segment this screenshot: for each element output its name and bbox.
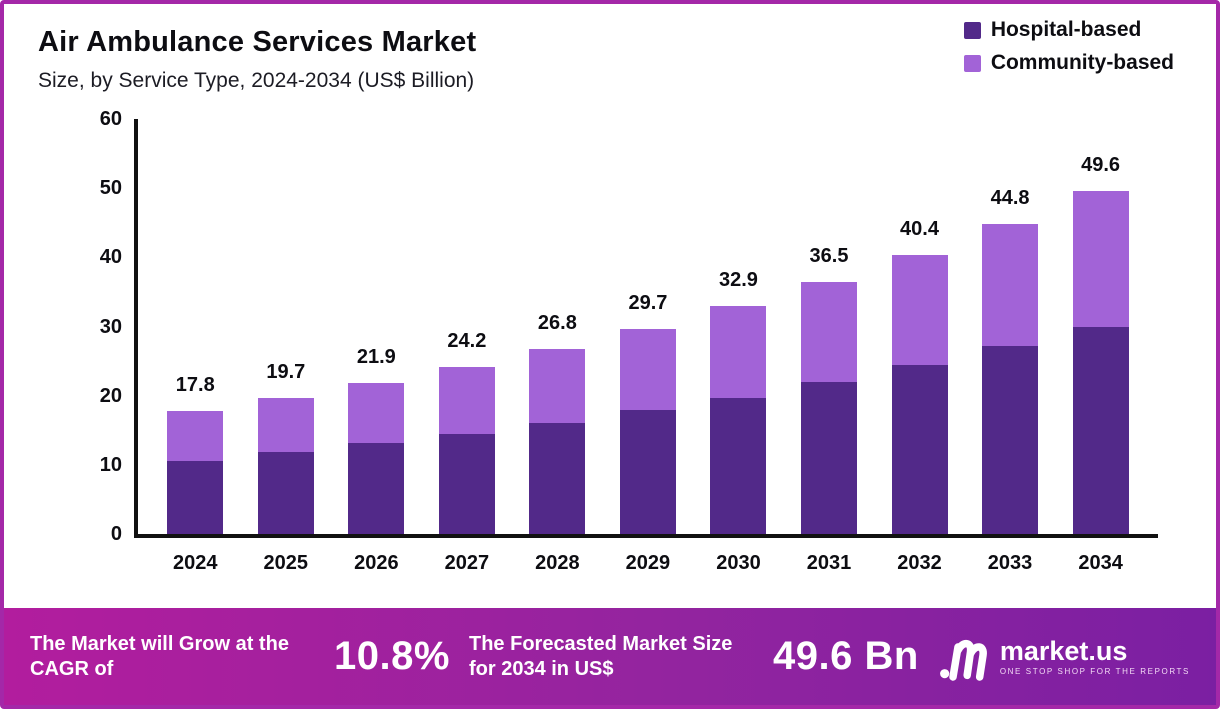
bar-segment-hospital-2032 <box>891 365 948 534</box>
bar-segment-community-2033 <box>982 224 1039 346</box>
plot-area: 0 10 20 30 40 50 60 17.8 2024 19.7 2025 21.9 2026 24.… <box>100 109 1158 574</box>
bar-total-label-2028: 26.8 <box>537 311 577 334</box>
legend-label-community: Community-based <box>990 51 1174 74</box>
x-axis-label-2026: 2026 <box>354 552 399 574</box>
marketus-logo-name: market.us <box>999 635 1128 666</box>
plot-wrap: 0 10 20 30 40 50 60 17.8 2024 19.7 2025 21.9 2026 24.… <box>100 109 1158 574</box>
y-axis-tick-20: 20 <box>99 384 122 407</box>
bar-group-2031: 36.5 2031 <box>800 244 857 574</box>
bar-2033 <box>982 224 1039 534</box>
legend-label-hospital: Hospital-based <box>990 18 1142 41</box>
legend-swatch-hospital <box>963 21 981 39</box>
x-axis-label-2034: 2034 <box>1078 552 1123 574</box>
bar-segment-hospital-2031 <box>800 381 857 534</box>
bar-group-2028: 26.8 2028 <box>529 311 586 574</box>
cagr-label: The Market will Grow at the CAGR of <box>30 632 289 680</box>
bar-segment-hospital-2030 <box>710 397 767 534</box>
x-axis-label-2027: 2027 <box>444 552 490 574</box>
legend-swatch-community <box>963 54 981 72</box>
x-axis-label-2028: 2028 <box>535 552 580 574</box>
cagr-value: 10.8% <box>334 634 450 678</box>
bar-segment-community-2031 <box>800 281 857 382</box>
legend-item-community: Community-based <box>963 51 1174 75</box>
bar-2028 <box>529 348 586 534</box>
bar-total-label-2027: 24.2 <box>447 329 487 352</box>
forecast-label: The Forecasted Market Size for 2034 in U… <box>468 632 733 680</box>
y-axis-tick-0: 0 <box>110 523 122 545</box>
x-axis-label-2024: 2024 <box>173 552 218 574</box>
bar-segment-hospital-2033 <box>982 345 1039 534</box>
bar-segment-community-2027 <box>438 366 495 434</box>
chart-card: Air Ambulance Services Market Size, by S… <box>4 4 1216 608</box>
y-axis-tick-10: 10 <box>99 453 122 476</box>
legend: Hospital-based Community-based <box>963 18 1174 75</box>
bar-total-label-2033: 44.8 <box>990 187 1030 210</box>
bar-2031 <box>800 281 857 534</box>
bar-total-label-2031: 36.5 <box>809 244 849 267</box>
bar-group-2025: 19.7 2025 <box>257 360 314 574</box>
bar-2032 <box>891 254 948 534</box>
x-axis-label-2033: 2033 <box>987 552 1033 574</box>
bar-total-label-2032: 40.4 <box>900 217 939 240</box>
marketus-logo-icon <box>939 639 987 681</box>
marketus-logo: market.us ONE STOP SHOP FOR THE REPORTS <box>938 632 1190 682</box>
bar-segment-hospital-2025 <box>257 452 314 534</box>
bar-2026 <box>348 382 405 534</box>
bar-segment-hospital-2024 <box>167 460 224 534</box>
forecast-value: 49.6 Bn <box>773 634 919 678</box>
bar-total-label-2029: 29.7 <box>628 291 668 314</box>
y-axis-tick-50: 50 <box>99 177 122 200</box>
bar-2027 <box>438 366 495 534</box>
bar-segment-community-2025 <box>257 397 314 453</box>
bar-total-label-2024: 17.8 <box>175 373 215 396</box>
bar-segment-community-2026 <box>348 382 405 444</box>
chart-title: Air Ambulance Services Market <box>38 26 477 58</box>
chart-subtitle: Size, by Service Type, 2024-2034 (US$ Bi… <box>38 69 475 92</box>
bar-group-2024: 17.8 2024 <box>167 373 224 574</box>
bar-segment-community-2032 <box>891 254 948 366</box>
bar-2034 <box>1072 190 1129 534</box>
bar-2025 <box>257 397 314 534</box>
bar-2024 <box>167 410 224 534</box>
bar-segment-community-2030 <box>710 306 767 398</box>
legend-item-hospital: Hospital-based <box>963 18 1174 42</box>
bar-2029 <box>619 328 676 534</box>
bar-group-2027: 24.2 2027 <box>438 329 495 574</box>
bar-group-2032: 40.4 2032 <box>891 217 948 574</box>
bar-segment-community-2024 <box>167 410 224 461</box>
bar-segment-hospital-2029 <box>619 409 676 534</box>
x-axis-label-2025: 2025 <box>263 552 309 574</box>
bar-group-2029: 29.7 2029 <box>619 291 676 574</box>
bar-segment-hospital-2027 <box>438 433 495 534</box>
bar-total-label-2034: 49.6 <box>1081 153 1121 176</box>
bar-segment-hospital-2026 <box>348 443 405 534</box>
bar-segment-community-2029 <box>619 328 676 410</box>
bar-segment-hospital-2034 <box>1072 326 1129 534</box>
bar-segment-community-2028 <box>529 348 586 423</box>
bar-group-2033: 44.8 2033 <box>982 187 1039 574</box>
bar-total-label-2026: 21.9 <box>356 345 396 368</box>
bar-segment-community-2034 <box>1072 190 1129 327</box>
x-axis-label-2029: 2029 <box>625 552 671 574</box>
x-axis-label-2030: 2030 <box>716 552 761 574</box>
bar-total-label-2030: 32.9 <box>718 269 758 292</box>
y-axis-tick-30: 30 <box>99 315 122 338</box>
x-axis-label-2032: 2032 <box>897 552 942 574</box>
y-axis-tick-40: 40 <box>99 246 122 269</box>
marketus-logo-text: market.us ONE STOP SHOP FOR THE REPORTS <box>999 635 1190 677</box>
bar-total-label-2025: 19.7 <box>266 360 306 383</box>
footer-banner: The Market will Grow at the CAGR of 10.8… <box>4 608 1216 705</box>
y-axis-tick-60: 60 <box>99 108 122 130</box>
bar-group-2026: 21.9 2026 <box>348 345 405 574</box>
marketus-logo-tagline: ONE STOP SHOP FOR THE REPORTS <box>999 666 1190 676</box>
bar-segment-hospital-2028 <box>529 422 586 534</box>
bar-group-2030: 32.9 2030 <box>710 269 767 574</box>
x-axis-label-2031: 2031 <box>806 552 852 574</box>
bar-group-2034: 49.6 2034 <box>1072 153 1129 574</box>
bar-2030 <box>710 306 767 534</box>
